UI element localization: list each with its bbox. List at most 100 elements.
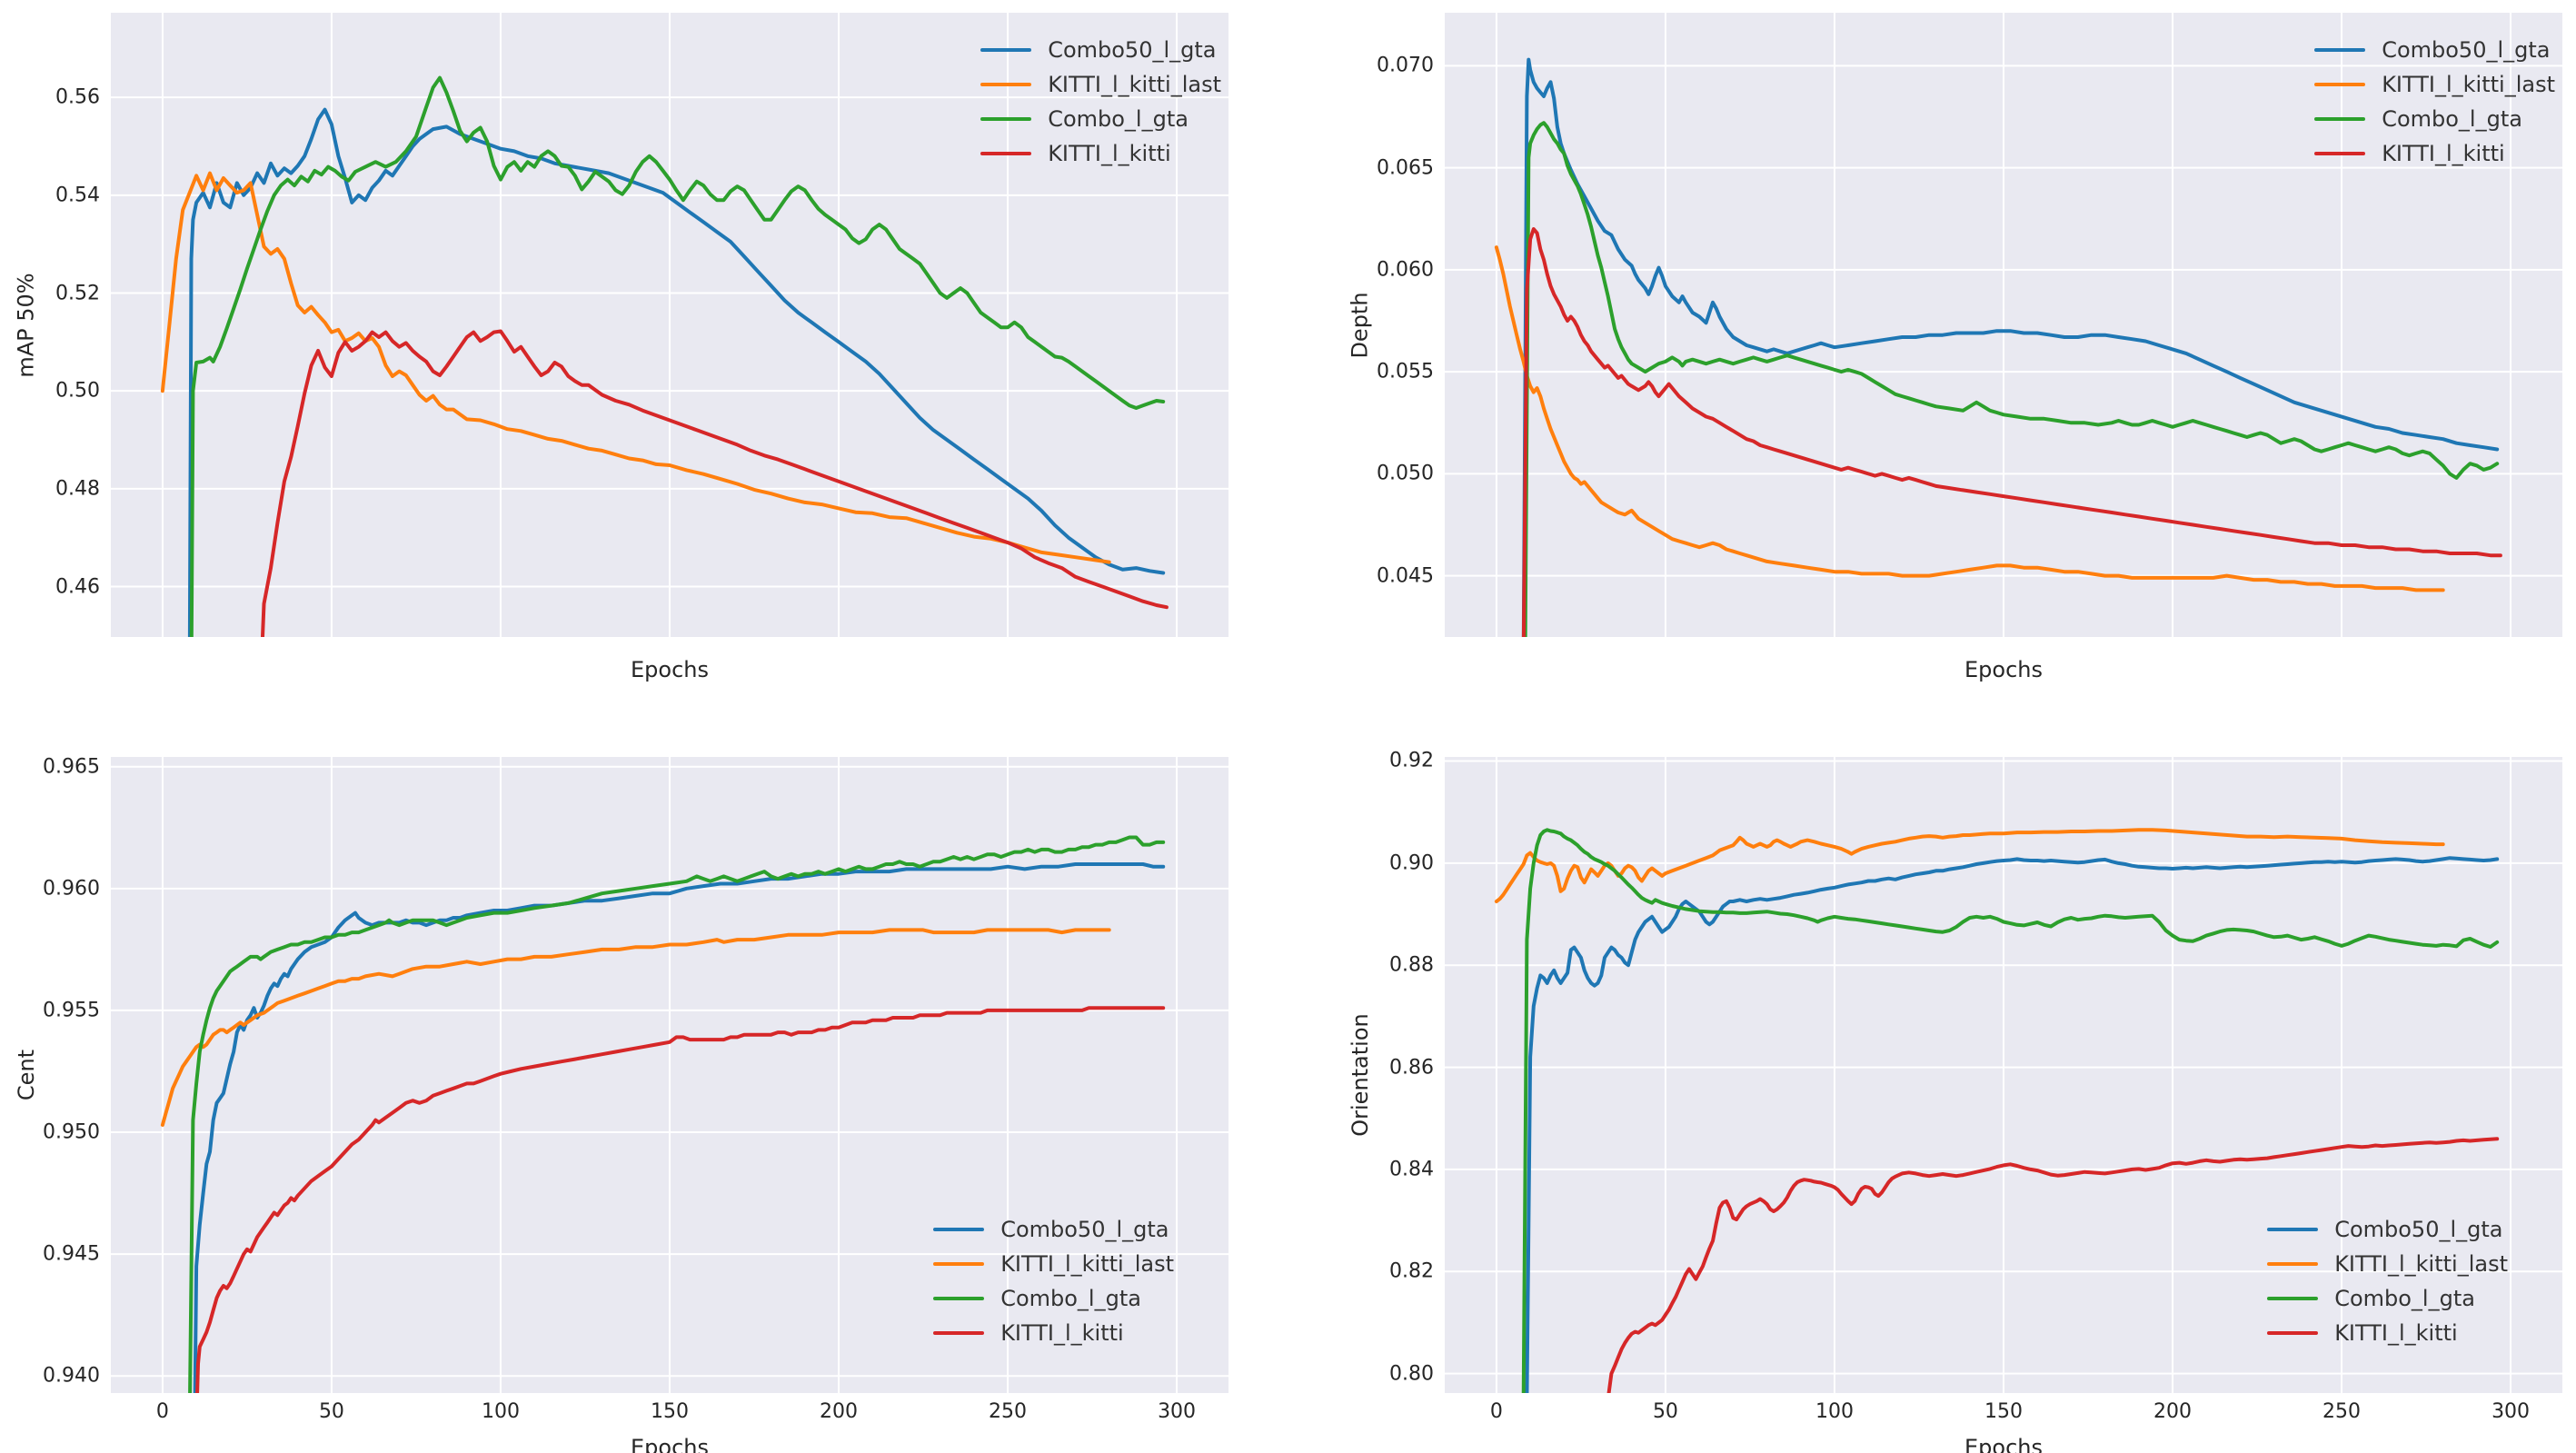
x-tick-label: 100 <box>481 1400 520 1423</box>
series-line-KITTI_l_kitti <box>1521 227 2502 637</box>
x-axis-title: Epochs <box>631 1435 709 1453</box>
x-axis-title: Epochs <box>631 657 709 682</box>
legend-label: KITTI_l_kitti <box>1000 1319 1124 1346</box>
legend-label: Combo50_l_gta <box>2382 36 2551 63</box>
series-line-Combo_l_gta <box>1523 121 2500 637</box>
y-axis-title: mAP 50% <box>14 272 39 378</box>
legend-line-icon <box>980 151 1032 155</box>
legend-item-KITTI_l_kitti_last: KITTI_l_kitti_last <box>2267 1250 2508 1277</box>
y-axis-title: Depth <box>1348 291 1374 359</box>
legend-line-icon <box>980 47 1032 52</box>
y-tick-label: 0.80 <box>1389 1362 1434 1386</box>
y-tick-label: 0.070 <box>1377 54 1434 77</box>
x-tick-label: 0 <box>1489 1400 1503 1423</box>
legend-item-KITTI_l_kitti_last: KITTI_l_kitti_last <box>933 1250 1174 1277</box>
x-axis-title: Epochs <box>1964 657 2043 682</box>
series-line-KITTI_l_kitti_last <box>1494 245 2445 592</box>
y-tick-label: 0.48 <box>55 477 100 501</box>
x-tick-label: 50 <box>318 1400 344 1423</box>
legend-item-KITTI_l_kitti: KITTI_l_kitti <box>980 140 1221 166</box>
y-tick-label: 0.50 <box>55 379 100 403</box>
y-tick-label: 0.54 <box>55 184 100 207</box>
y-tick-label: 0.82 <box>1389 1259 1434 1283</box>
legend-item-Combo_l_gta: Combo_l_gta <box>2267 1285 2508 1311</box>
x-tick-label: 150 <box>651 1400 689 1423</box>
y-tick-label: 0.950 <box>43 1120 100 1144</box>
legend: Combo50_l_gta KITTI_l_kitti_last Combo_l_g… <box>980 36 1221 166</box>
legend-item-Combo50_l_gta: Combo50_l_gta <box>980 36 1221 63</box>
legend-item-KITTI_l_kitti: KITTI_l_kitti <box>2267 1319 2508 1346</box>
y-tick-label: 0.060 <box>1377 258 1434 282</box>
y-tick-label: 0.46 <box>55 575 100 599</box>
y-tick-label: 0.88 <box>1389 953 1434 977</box>
legend-label: KITTI_l_kitti <box>1048 140 1171 166</box>
x-tick-label: 100 <box>1815 1400 1854 1423</box>
legend-line-icon <box>980 116 1032 121</box>
plot-area-cent <box>111 757 1228 1393</box>
legend-label: Combo50_l_gta <box>1000 1216 1169 1242</box>
legend-line-icon <box>933 1330 985 1335</box>
plot-area-depth <box>1445 13 2562 637</box>
chart-orientation: Orientation Epochs 0.80 0.82 0.84 0.86 0.88 0… <box>1348 750 2562 1453</box>
series-line-KITTI_l_kitti_last <box>160 928 1111 1127</box>
legend-item-KITTI_l_kitti_last: KITTI_l_kitti_last <box>2314 71 2555 97</box>
legend-item-Combo_l_gta: Combo_l_gta <box>2314 105 2555 132</box>
series-line-Combo_l_gta <box>1521 828 2500 1393</box>
legend-label: Combo_l_gta <box>2334 1285 2475 1311</box>
legend-item-KITTI_l_kitti: KITTI_l_kitti <box>933 1319 1174 1346</box>
legend-line-icon <box>933 1261 985 1266</box>
series-line-Combo50_l_gta <box>193 862 1166 1393</box>
y-tick-label: 0.955 <box>43 999 100 1022</box>
legend-label: Combo50_l_gta <box>2334 1216 2503 1242</box>
legend-line-icon <box>2314 116 2366 121</box>
legend-line-icon <box>2267 1227 2319 1231</box>
x-tick-label: 300 <box>2491 1400 2531 1423</box>
y-tick-label: 0.050 <box>1377 462 1434 485</box>
x-tick-label: 200 <box>2153 1400 2193 1423</box>
legend-label: KITTI_l_kitti <box>2334 1319 2458 1346</box>
legend-label: KITTI_l_kitti <box>2382 140 2505 166</box>
y-axis-title: Orientation <box>1348 1013 1373 1137</box>
legend: Combo50_l_gta KITTI_l_kitti_last Combo_l_g… <box>2267 1216 2508 1346</box>
legend-line-icon <box>2314 151 2366 155</box>
plot-area-map50 <box>111 13 1228 637</box>
legend-line-icon <box>980 82 1032 86</box>
x-tick-label: 250 <box>989 1400 1028 1423</box>
x-tick-label: 50 <box>1652 1400 1678 1423</box>
legend-label: Combo50_l_gta <box>1048 36 1217 63</box>
series-line-Combo50_l_gta <box>1521 57 2500 637</box>
x-tick-label: 300 <box>1158 1400 1197 1423</box>
series-line-KITTI_l_kitti <box>1606 1137 2500 1393</box>
y-tick-label: 0.065 <box>1377 156 1434 180</box>
series-line-KITTI_l_kitti <box>195 1006 1166 1393</box>
y-tick-label: 0.52 <box>55 282 100 304</box>
legend-label: Combo_l_gta <box>1048 105 1189 132</box>
legend-item-Combo_l_gta: Combo_l_gta <box>933 1285 1174 1311</box>
legend-line-icon <box>2267 1261 2319 1266</box>
legend: Combo50_l_gta KITTI_l_kitti_last Combo_l_g… <box>933 1216 1174 1346</box>
series-line-Combo_l_gta <box>188 835 1166 1393</box>
y-tick-label: 0.945 <box>43 1242 100 1266</box>
y-axis-title: Cent <box>14 1049 39 1101</box>
series-line-Combo_l_gta <box>189 75 1166 637</box>
plot-area-orientation <box>1445 757 2562 1393</box>
legend-label: KITTI_l_kitti_last <box>1000 1250 1174 1277</box>
legend-line-icon <box>933 1296 985 1300</box>
y-tick-label: 0.055 <box>1377 360 1434 383</box>
legend-label: KITTI_l_kitti_last <box>2334 1250 2508 1277</box>
series-line-KITTI_l_kitti_last <box>1494 828 2445 903</box>
chart-depth: Depth Epochs 0.045 0.050 0.055 0.060 0.065 0.… <box>1348 13 2562 682</box>
y-tick-label: 0.965 <box>43 755 100 779</box>
legend-line-icon <box>2267 1330 2319 1335</box>
legend-line-icon <box>2314 82 2366 86</box>
y-tick-label: 0.56 <box>55 85 100 109</box>
x-tick-label: 200 <box>820 1400 859 1423</box>
legend-item-Combo50_l_gta: Combo50_l_gta <box>933 1216 1174 1242</box>
legend-item-Combo50_l_gta: Combo50_l_gta <box>2314 36 2555 63</box>
x-tick-label: 250 <box>2322 1400 2362 1423</box>
y-tick-label: 0.045 <box>1377 564 1434 588</box>
y-tick-label: 0.86 <box>1389 1056 1434 1080</box>
series-line-KITTI_l_kitti_last <box>160 171 1111 564</box>
series-line-Combo50_l_gta <box>1525 856 2500 1393</box>
